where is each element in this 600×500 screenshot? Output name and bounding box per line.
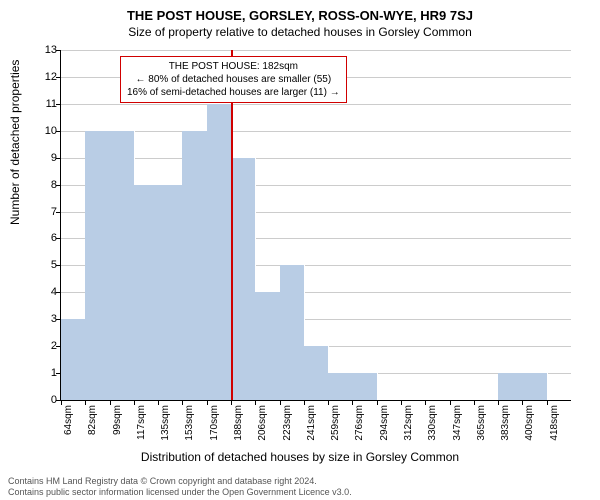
histogram-bar: [134, 185, 159, 400]
gridline: [61, 131, 571, 132]
xtick-label: 383sqm: [500, 405, 511, 455]
xtick-label: 330sqm: [427, 405, 438, 455]
xtick-label: 82sqm: [87, 405, 98, 455]
ytick-label: 11: [33, 98, 57, 110]
xtick-mark: [158, 400, 159, 405]
ytick-label: 9: [33, 152, 57, 164]
ytick-label: 3: [33, 313, 57, 325]
xtick-mark: [207, 400, 208, 405]
ytick-label: 6: [33, 232, 57, 244]
xtick-mark: [498, 400, 499, 405]
ytick-label: 7: [33, 206, 57, 218]
xtick-mark: [450, 400, 451, 405]
xtick-mark: [280, 400, 281, 405]
histogram-bar: [255, 292, 280, 400]
histogram-bar: [498, 373, 523, 400]
xtick-mark: [231, 400, 232, 405]
histogram-bar: [61, 319, 86, 400]
xtick-mark: [61, 400, 62, 405]
ytick-label: 2: [33, 340, 57, 352]
xtick-label: 365sqm: [476, 405, 487, 455]
histogram-bar: [158, 185, 183, 400]
chart-area: 01234567891011121364sqm82sqm99sqm117sqm1…: [60, 50, 570, 400]
y-axis-label: Number of detached properties: [8, 60, 22, 225]
histogram-bar: [304, 346, 329, 400]
ytick-label: 1: [33, 367, 57, 379]
xtick-mark: [401, 400, 402, 405]
xtick-mark: [110, 400, 111, 405]
xtick-label: 347sqm: [452, 405, 463, 455]
histogram-bar: [328, 373, 353, 400]
gridline: [61, 104, 571, 105]
xtick-mark: [377, 400, 378, 405]
xtick-label: 170sqm: [209, 405, 220, 455]
xtick-label: 135sqm: [160, 405, 171, 455]
chart-subtitle: Size of property relative to detached ho…: [0, 23, 600, 39]
xtick-label: 153sqm: [184, 405, 195, 455]
callout-line1: THE POST HOUSE: 182sqm: [127, 60, 340, 73]
xtick-mark: [134, 400, 135, 405]
xtick-mark: [474, 400, 475, 405]
ytick-label: 4: [33, 286, 57, 298]
ytick-label: 5: [33, 259, 57, 271]
xtick-label: 294sqm: [379, 405, 390, 455]
histogram-bar: [182, 131, 207, 400]
xtick-label: 312sqm: [403, 405, 414, 455]
footer-attribution: Contains HM Land Registry data © Crown c…: [8, 476, 352, 498]
histogram-bar: [207, 104, 232, 400]
xtick-label: 418sqm: [549, 405, 560, 455]
xtick-label: 64sqm: [63, 405, 74, 455]
histogram-bar: [352, 373, 377, 400]
footer-line1: Contains HM Land Registry data © Crown c…: [8, 476, 352, 487]
xtick-mark: [547, 400, 548, 405]
xtick-label: 241sqm: [306, 405, 317, 455]
callout-line2: ← 80% of detached houses are smaller (55…: [127, 73, 340, 86]
xtick-label: 206sqm: [257, 405, 268, 455]
chart-title: THE POST HOUSE, GORSLEY, ROSS-ON-WYE, HR…: [0, 0, 600, 23]
ytick-label: 10: [33, 125, 57, 137]
xtick-label: 276sqm: [354, 405, 365, 455]
ytick-label: 0: [33, 394, 57, 406]
histogram-bar: [522, 373, 547, 400]
xtick-label: 400sqm: [524, 405, 535, 455]
gridline: [61, 158, 571, 159]
histogram-bar: [85, 131, 110, 400]
ytick-label: 13: [33, 44, 57, 56]
xtick-mark: [328, 400, 329, 405]
ytick-label: 8: [33, 179, 57, 191]
xtick-label: 259sqm: [330, 405, 341, 455]
xtick-label: 99sqm: [112, 405, 123, 455]
xtick-label: 188sqm: [233, 405, 244, 455]
xtick-label: 223sqm: [282, 405, 293, 455]
histogram-bar: [280, 265, 305, 400]
ytick-label: 12: [33, 71, 57, 83]
gridline: [61, 50, 571, 51]
footer-line2: Contains public sector information licen…: [8, 487, 352, 498]
x-axis-label: Distribution of detached houses by size …: [0, 450, 600, 464]
xtick-label: 117sqm: [136, 405, 147, 455]
xtick-mark: [304, 400, 305, 405]
marker-callout: THE POST HOUSE: 182sqm ← 80% of detached…: [120, 56, 347, 103]
histogram-bar: [110, 131, 135, 400]
callout-line3: 16% of semi-detached houses are larger (…: [127, 86, 340, 99]
histogram-bar: [231, 158, 256, 400]
